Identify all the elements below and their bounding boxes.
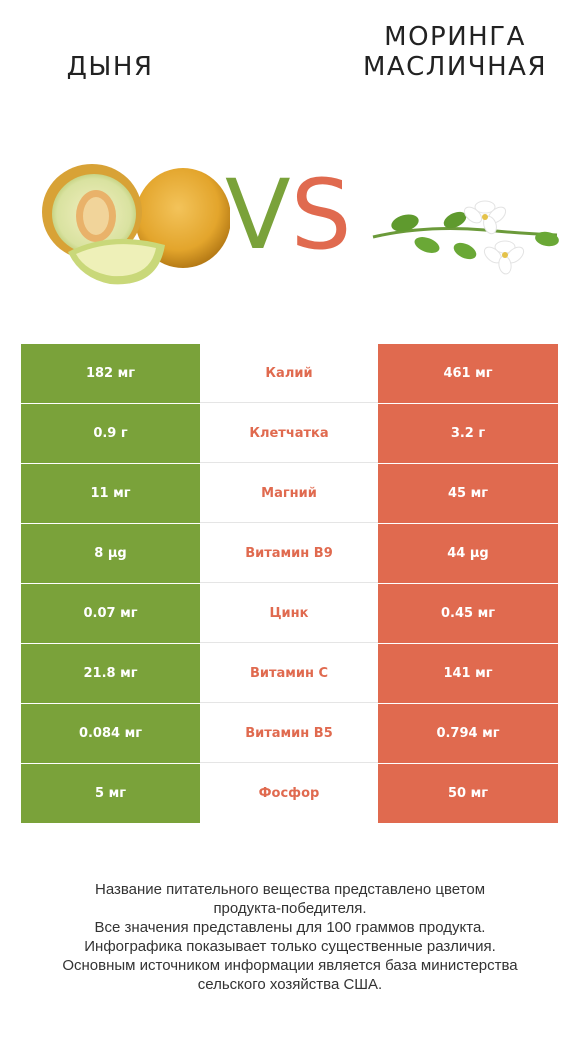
nutrient-name-cell: Магний (200, 464, 378, 523)
moringa-image (372, 200, 559, 275)
nutrient-name-cell: Витамин C (200, 644, 378, 703)
right-value-cell: 0.45 мг (378, 584, 558, 643)
right-value-cell: 44 µg (378, 524, 558, 583)
left-value-cell: 21.8 мг (21, 644, 200, 703)
left-value-cell: 0.07 мг (21, 584, 200, 643)
right-value-cell: 141 мг (378, 644, 558, 703)
comparison-row: 8 µg Витамин B9 44 µg (21, 524, 558, 583)
right-product-title-line1: МОРИНГА (384, 22, 526, 52)
vs-label: VS (225, 160, 352, 270)
header: ДЫНЯ МОРИНГА МАСЛИЧНАЯ VS (0, 0, 580, 330)
nutrient-name-cell: Цинк (200, 584, 378, 643)
footer-line: Все значения представлены для 100 граммо… (94, 919, 486, 936)
right-value-cell: 3.2 г (378, 404, 558, 463)
vs-letter-v: V (225, 159, 291, 271)
footer-notes: Название питательного вещества представл… (20, 880, 560, 994)
footer-line: Инфографика показывает только существенн… (84, 938, 496, 955)
left-value-cell: 8 µg (21, 524, 200, 583)
footer-line: Название питательного вещества представл… (94, 881, 486, 898)
left-value-cell: 0.084 мг (21, 704, 200, 763)
melon-image (42, 164, 230, 285)
right-value-cell: 50 мг (378, 764, 558, 823)
footer-line: Основным источником информации является … (62, 957, 518, 974)
footer-line: сельского хозяйства США. (197, 976, 383, 993)
right-product-title: МОРИНГА МАСЛИЧНАЯ (345, 22, 565, 82)
comparison-row: 0.084 мг Витамин B5 0.794 мг (21, 704, 558, 763)
nutrient-name-cell: Калий (200, 344, 378, 403)
right-value-cell: 0.794 мг (378, 704, 558, 763)
nutrient-name-cell: Фосфор (200, 764, 378, 823)
vs-letter-s: S (290, 159, 352, 271)
comparison-row: 0.9 г Клетчатка 3.2 г (21, 404, 558, 463)
footer-line: продукта-победителя. (213, 900, 367, 917)
nutrient-name-cell: Витамин B5 (200, 704, 378, 763)
nutrient-name-cell: Клетчатка (200, 404, 378, 463)
right-value-cell: 45 мг (378, 464, 558, 523)
comparison-row: 21.8 мг Витамин C 141 мг (21, 644, 558, 703)
left-value-cell: 0.9 г (21, 404, 200, 463)
comparison-table: 182 мг Калий 461 мг 0.9 г Клетчатка 3.2 г 11 м… (21, 344, 558, 824)
nutrient-name-cell: Витамин B9 (200, 524, 378, 583)
left-value-cell: 11 мг (21, 464, 200, 523)
left-value-cell: 5 мг (21, 764, 200, 823)
comparison-row: 5 мг Фосфор 50 мг (21, 764, 558, 823)
right-value-cell: 461 мг (378, 344, 558, 403)
comparison-row: 182 мг Калий 461 мг (21, 344, 558, 403)
left-value-cell: 182 мг (21, 344, 200, 403)
right-product-title-line2: МАСЛИЧНАЯ (362, 52, 548, 82)
left-product-title: ДЫНЯ (66, 52, 154, 82)
comparison-row: 11 мг Магний 45 мг (21, 464, 558, 523)
comparison-row: 0.07 мг Цинк 0.45 мг (21, 584, 558, 643)
